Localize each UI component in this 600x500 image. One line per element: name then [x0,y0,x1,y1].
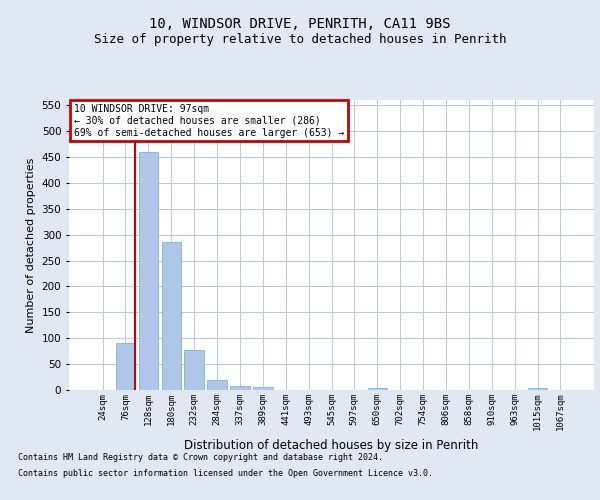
Bar [161,242,181,390]
Bar [368,388,387,390]
X-axis label: Distribution of detached houses by size in Penrith: Distribution of detached houses by size … [184,438,479,452]
Bar [184,350,204,390]
Bar [208,380,227,390]
Bar [230,386,250,390]
Bar [116,343,135,390]
Y-axis label: Number of detached properties: Number of detached properties [26,158,36,332]
Bar [139,152,158,390]
Text: 10, WINDSOR DRIVE, PENRITH, CA11 9BS: 10, WINDSOR DRIVE, PENRITH, CA11 9BS [149,18,451,32]
Bar [253,388,272,390]
Text: Size of property relative to detached houses in Penrith: Size of property relative to detached ho… [94,32,506,46]
Text: Contains HM Land Registry data © Crown copyright and database right 2024.: Contains HM Land Registry data © Crown c… [18,454,383,462]
Text: Contains public sector information licensed under the Open Government Licence v3: Contains public sector information licen… [18,468,433,477]
Text: 10 WINDSOR DRIVE: 97sqm
← 30% of detached houses are smaller (286)
69% of semi-d: 10 WINDSOR DRIVE: 97sqm ← 30% of detache… [74,104,344,138]
Bar [528,388,547,390]
